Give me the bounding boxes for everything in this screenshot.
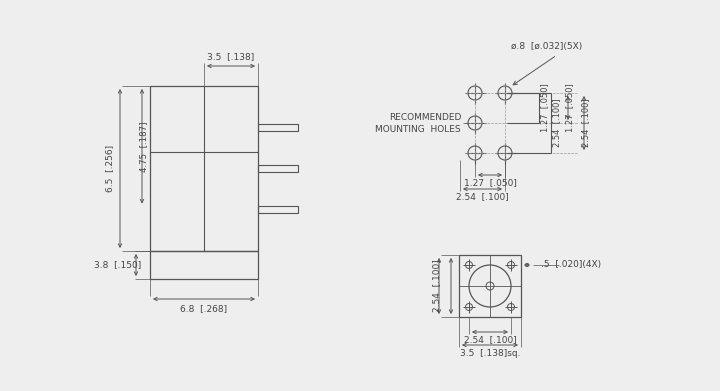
Text: ø.8  [ø.032](5X): ø.8 [ø.032](5X) bbox=[511, 43, 582, 52]
Text: 6.8  [.268]: 6.8 [.268] bbox=[181, 305, 228, 314]
Bar bbox=[150, 86, 258, 251]
Text: 1.27  [.050]: 1.27 [.050] bbox=[464, 179, 516, 188]
Text: 1.27  [.050]: 1.27 [.050] bbox=[565, 84, 575, 133]
Text: 2.54  [.100]: 2.54 [.100] bbox=[464, 335, 516, 344]
Text: RECOMMENDED: RECOMMENDED bbox=[389, 113, 461, 122]
Text: 1.27  [.050]: 1.27 [.050] bbox=[541, 84, 549, 133]
Text: 4.75  [.187]: 4.75 [.187] bbox=[140, 121, 148, 172]
Bar bbox=[258, 206, 298, 213]
Bar bbox=[150, 251, 258, 279]
Text: MOUNTING  HOLES: MOUNTING HOLES bbox=[375, 124, 461, 133]
Text: 3.5  [.138]sq.: 3.5 [.138]sq. bbox=[460, 348, 521, 357]
Text: 2.54  [.100]: 2.54 [.100] bbox=[582, 99, 590, 147]
Text: 2.54  [.100]: 2.54 [.100] bbox=[552, 99, 562, 147]
Text: 2.54  [.100]: 2.54 [.100] bbox=[456, 192, 509, 201]
Text: 6.5  [.256]: 6.5 [.256] bbox=[106, 145, 114, 192]
Text: 2.54  [.100]: 2.54 [.100] bbox=[433, 260, 441, 312]
Bar bbox=[258, 165, 298, 172]
Bar bbox=[459, 255, 521, 317]
Bar bbox=[258, 124, 298, 131]
Text: .5  [.020](4X): .5 [.020](4X) bbox=[541, 260, 601, 269]
Text: 3.8  [.150]: 3.8 [.150] bbox=[94, 260, 142, 269]
Text: 3.5  [.138]: 3.5 [.138] bbox=[207, 52, 255, 61]
